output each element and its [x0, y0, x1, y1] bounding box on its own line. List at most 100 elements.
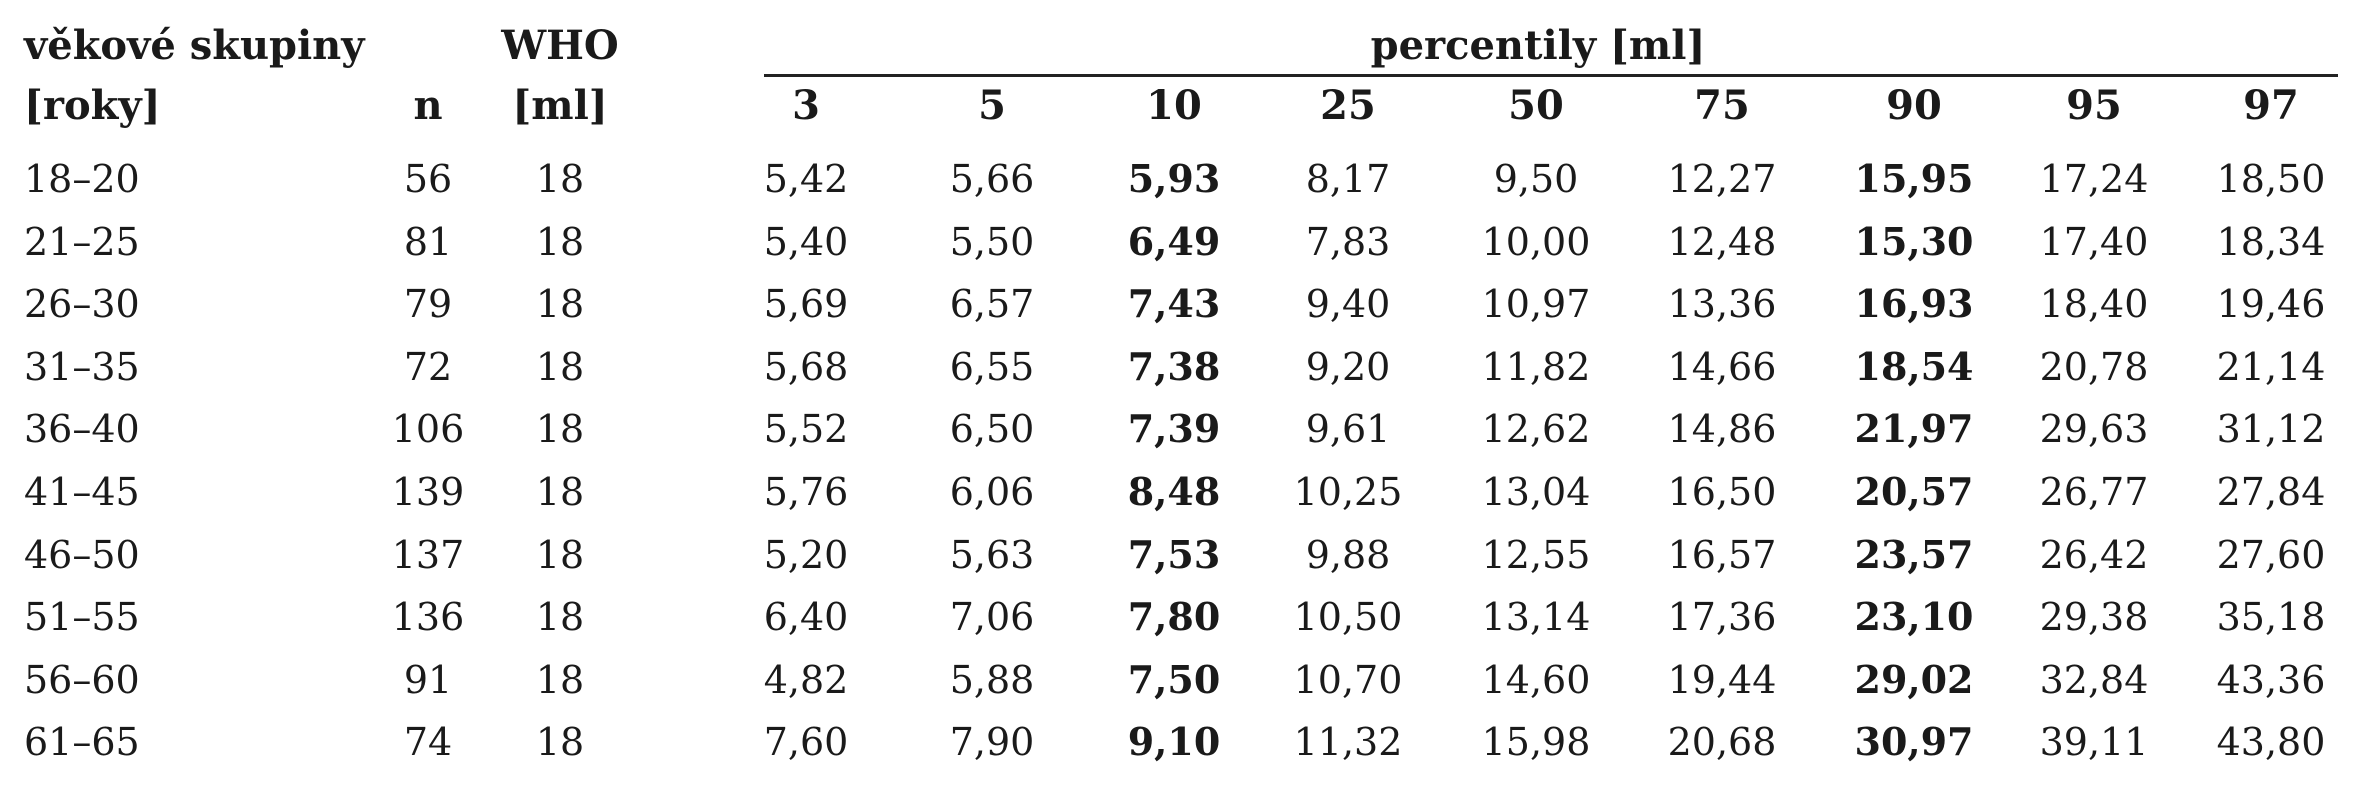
percentile-95-cell: 20,78 [2039, 344, 2149, 389]
who-cell: 18 [535, 157, 585, 201]
percentile-5-cell: 5,63 [949, 532, 1035, 577]
percentile-75-cell: 12,48 [1667, 219, 1777, 264]
percentile-5-cell: 5,66 [949, 157, 1035, 201]
percentile-25-cell: 9,88 [1305, 532, 1391, 577]
percentile-75-cell: 14,86 [1667, 407, 1777, 452]
percentile-header-5: 5 [978, 82, 1006, 129]
percentile-header-97: 97 [2243, 82, 2299, 129]
percentile-97-cell: 21,14 [2216, 344, 2326, 389]
percentile-3-cell: 6,40 [763, 595, 849, 640]
percentile-25-cell: 9,40 [1305, 282, 1391, 327]
percentile-3-cell: 5,69 [763, 282, 849, 327]
percentile-97-cell: 43,36 [2216, 657, 2326, 702]
percentile-90-cell: 16,93 [1854, 281, 1974, 327]
percentile-3-cell: 5,52 [763, 407, 849, 452]
who-cell: 18 [535, 595, 585, 640]
age-group-cell: 31–35 [24, 344, 140, 389]
percentile-95-cell: 32,84 [2039, 657, 2149, 702]
percentile-50-cell: 13,14 [1481, 595, 1591, 640]
percentile-75-cell: 13,36 [1667, 282, 1777, 327]
age-group-cell: 61–65 [24, 720, 140, 765]
percentile-10-cell: 9,10 [1127, 719, 1221, 765]
age-group-cell: 41–45 [24, 470, 140, 514]
percentile-75-cell: 14,66 [1667, 344, 1777, 389]
who-cell: 18 [535, 344, 585, 389]
percentile-50-cell: 14,60 [1481, 657, 1591, 702]
age-group-cell: 21–25 [24, 219, 140, 264]
percentile-25-cell: 10,70 [1293, 657, 1403, 702]
percentile-90-cell: 20,57 [1854, 469, 1974, 514]
percentile-97-cell: 35,18 [2216, 595, 2326, 640]
percentile-header-50: 50 [1508, 82, 1564, 129]
percentile-50-cell: 10,00 [1481, 219, 1591, 264]
percentile-50-cell: 12,55 [1481, 532, 1591, 577]
percentile-95-cell: 17,24 [2039, 157, 2149, 201]
n-header: n [413, 82, 443, 129]
percentile-3-cell: 5,76 [763, 470, 849, 514]
who-cell: 18 [535, 657, 585, 702]
percentile-95-cell: 18,40 [2039, 282, 2149, 327]
percentile-95-cell: 29,38 [2039, 595, 2149, 640]
percentile-50-cell: 10,97 [1481, 282, 1591, 327]
percentile-97-cell: 27,60 [2216, 532, 2326, 577]
n-cell: 106 [391, 407, 465, 452]
percentiles-header-rule [764, 74, 2338, 77]
percentile-90-cell: 30,97 [1854, 719, 1974, 765]
n-cell: 137 [391, 532, 465, 577]
age-group-cell: 36–40 [24, 407, 140, 452]
who-header-line1: WHO [501, 22, 619, 69]
percentile-75-cell: 20,68 [1667, 720, 1777, 765]
percentile-95-cell: 26,77 [2039, 470, 2149, 514]
age-group-cell: 56–60 [24, 657, 140, 702]
percentile-5-cell: 5,50 [949, 219, 1035, 264]
who-cell: 18 [535, 532, 585, 577]
percentile-5-cell: 7,06 [949, 595, 1035, 640]
percentile-95-cell: 39,11 [2039, 720, 2149, 765]
percentile-97-cell: 19,46 [2216, 282, 2326, 327]
percentile-25-cell: 7,83 [1305, 219, 1391, 264]
n-cell: 139 [391, 470, 465, 514]
percentile-5-cell: 6,57 [949, 282, 1035, 327]
percentile-10-cell: 7,50 [1127, 656, 1221, 702]
percentile-10-cell: 7,53 [1127, 531, 1221, 577]
percentile-5-cell: 6,55 [949, 344, 1035, 389]
percentile-25-cell: 10,50 [1293, 595, 1403, 640]
percentile-90-cell: 21,97 [1854, 406, 1974, 452]
who-header-line2: [ml] [512, 82, 608, 129]
who-cell: 18 [535, 407, 585, 452]
percentile-50-cell: 15,98 [1481, 720, 1591, 765]
percentile-95-cell: 29,63 [2039, 407, 2149, 452]
percentile-97-cell: 27,84 [2216, 470, 2326, 514]
age-group-header-line1: věkové skupiny [24, 22, 365, 69]
age-group-cell: 46–50 [24, 532, 140, 577]
percentile-3-cell: 5,20 [763, 532, 849, 577]
n-cell: 136 [391, 595, 465, 640]
age-group-cell: 26–30 [24, 282, 140, 327]
who-cell: 18 [535, 720, 585, 765]
percentile-10-cell: 7,39 [1127, 406, 1221, 452]
n-cell: 72 [403, 344, 453, 389]
percentile-90-cell: 29,02 [1854, 656, 1974, 702]
age-group-cell: 18–20 [24, 157, 140, 201]
percentile-50-cell: 13,04 [1481, 470, 1591, 514]
percentile-25-cell: 9,61 [1305, 407, 1391, 452]
age-group-cell: 51–55 [24, 595, 140, 640]
percentile-75-cell: 16,57 [1667, 532, 1777, 577]
percentile-75-cell: 19,44 [1667, 657, 1777, 702]
who-cell: 18 [535, 470, 585, 514]
percentile-97-cell: 31,12 [2216, 407, 2326, 452]
percentile-3-cell: 5,68 [763, 344, 849, 389]
percentile-5-cell: 6,06 [949, 470, 1035, 514]
percentile-3-cell: 4,82 [763, 657, 849, 702]
percentile-50-cell: 9,50 [1493, 157, 1579, 201]
percentile-5-cell: 7,90 [949, 720, 1035, 765]
percentile-3-cell: 7,60 [763, 720, 849, 765]
n-cell: 74 [403, 720, 453, 765]
n-cell: 91 [403, 657, 453, 702]
percentile-50-cell: 12,62 [1481, 407, 1591, 452]
percentile-50-cell: 11,82 [1481, 344, 1591, 389]
percentile-5-cell: 6,50 [949, 407, 1035, 452]
percentile-25-cell: 8,17 [1305, 157, 1391, 201]
percentiles-group-header: percentily [ml] [1370, 22, 1706, 69]
percentile-header-25: 25 [1320, 82, 1376, 129]
